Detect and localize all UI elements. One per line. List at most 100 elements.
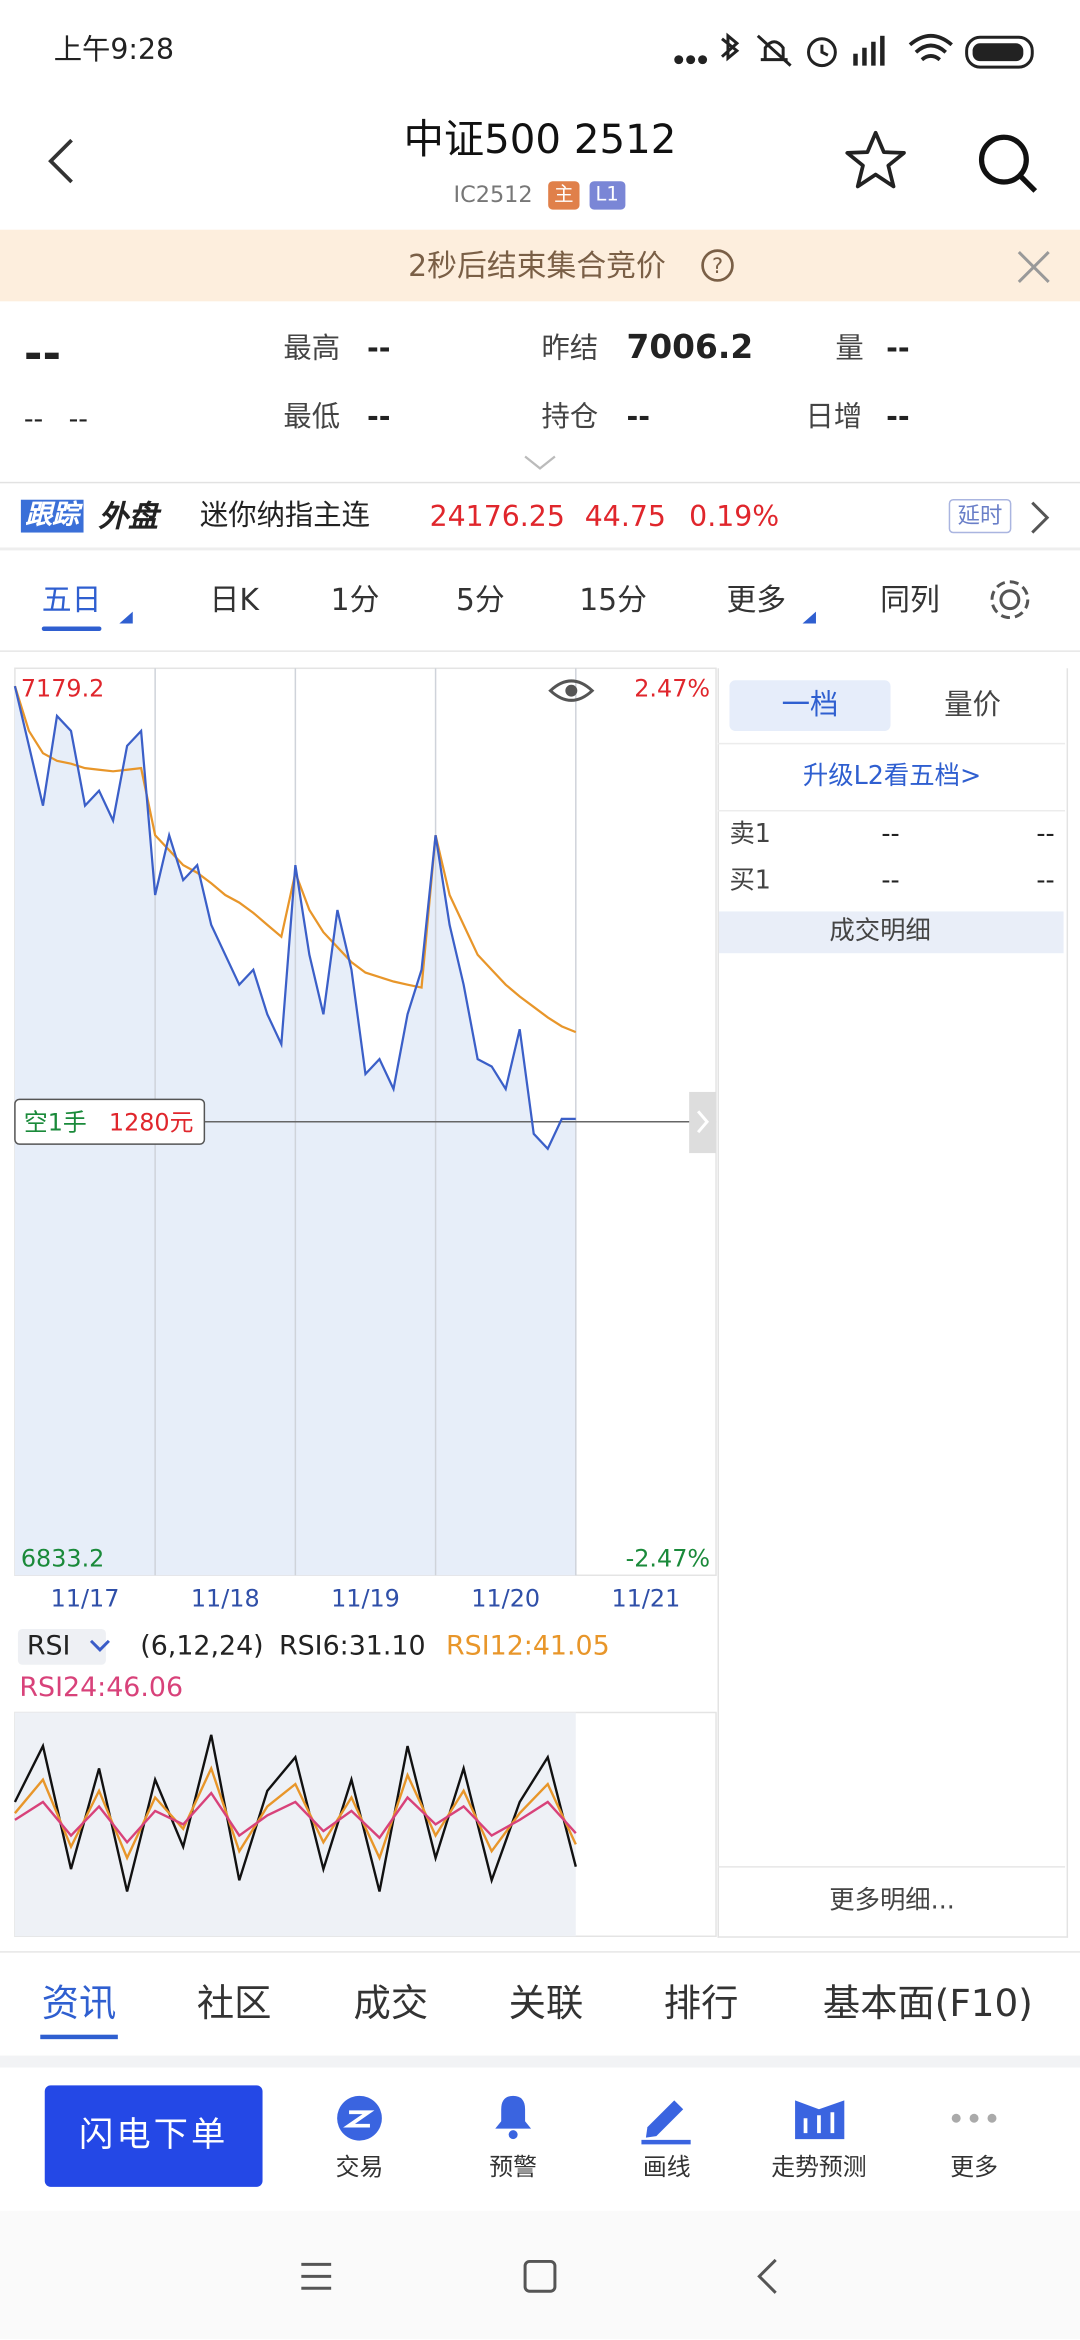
- field-value: --: [626, 400, 651, 434]
- divider: [0, 481, 1080, 484]
- detail-header-bg: [719, 911, 1064, 954]
- divider: [717, 809, 1066, 812]
- nav-icons: [301, 2258, 777, 2294]
- field-label: 最高: [283, 331, 341, 365]
- period-tab[interactable]: 五日: [41, 581, 102, 618]
- more-detail[interactable]: 更多明细...: [829, 1886, 955, 1917]
- chart: 7179.2 6833.2 2.47% -2.47% 空1手 1280元 11/17 11/1…: [13, 667, 717, 1937]
- position-value: 1280元: [109, 1109, 194, 1137]
- badge: 主: [548, 181, 580, 210]
- badge: L1: [589, 181, 625, 210]
- period-tab[interactable]: 同列: [880, 581, 940, 618]
- tab-active-bg: [729, 680, 891, 731]
- back-button[interactable]: [45, 137, 81, 185]
- bottom-tab[interactable]: 资讯: [41, 1981, 117, 2025]
- rsi-line: [14, 1765, 577, 1862]
- field-value: --: [886, 331, 910, 365]
- action-icons: [337, 2095, 997, 2145]
- close-notice[interactable]: [1017, 251, 1050, 284]
- field-value: --: [366, 400, 391, 434]
- notice-text: 2秒后结束集合竞价: [408, 247, 666, 284]
- row-volume: --: [1036, 865, 1055, 896]
- position-box: [14, 1098, 206, 1145]
- delay-badge: 延时: [948, 498, 1012, 534]
- bottom-tab[interactable]: 排行: [663, 1981, 739, 2025]
- period-tab[interactable]: 日K: [209, 581, 259, 618]
- bottom-tab[interactable]: 成交: [353, 1981, 429, 2025]
- settings-button[interactable]: [986, 576, 1034, 624]
- quick-order-label: 闪电下单: [79, 2115, 229, 2155]
- field-label: 昨结: [541, 331, 599, 365]
- field-value: 7006.2: [626, 329, 754, 367]
- bottom-tab[interactable]: 基本面(F10): [822, 1981, 1033, 2025]
- nav-bar: [0, 2210, 1080, 2340]
- search-button[interactable]: [976, 131, 1042, 197]
- bottom-tab[interactable]: 社区: [196, 1981, 272, 2025]
- notice-bar: [0, 229, 1080, 302]
- row-label: 买1: [729, 865, 771, 896]
- action-item[interactable]: 画线: [642, 2152, 691, 2181]
- field-label: 最低: [283, 400, 341, 434]
- x-date-label: 11/20: [471, 1585, 540, 1613]
- rsi-line: [14, 1791, 577, 1845]
- y-min-label: 6833.2: [21, 1544, 104, 1572]
- row-price: --: [881, 819, 900, 850]
- period-tab[interactable]: 15分: [579, 581, 647, 618]
- ticker-name: 迷你纳指主连: [199, 498, 370, 532]
- favorite-button[interactable]: [843, 128, 909, 194]
- status-icons: [674, 32, 1034, 69]
- divider: [0, 2055, 1080, 2068]
- panel-tab[interactable]: 量价: [944, 688, 1001, 722]
- rsi-line: [13, 1734, 577, 1892]
- y-max-label: 7179.2: [21, 675, 104, 703]
- action-item[interactable]: 预警: [489, 2152, 538, 2181]
- indicator-selector[interactable]: RSI: [17, 1628, 107, 1665]
- bottom-tab[interactable]: 关联: [508, 1981, 584, 2025]
- status-time: 上午9:28: [53, 33, 175, 67]
- scroll-tab: [689, 1091, 717, 1154]
- x-date-label: 11/19: [331, 1585, 400, 1613]
- period-tab[interactable]: 1分: [330, 581, 380, 618]
- rsi-params: (6,12,24): [140, 1630, 264, 1662]
- divider: [717, 1866, 1066, 1868]
- rsi-label: RSI12:41.05: [446, 1630, 610, 1662]
- dropdown-icon: [89, 1639, 110, 1652]
- field-label: 日增: [805, 400, 863, 434]
- field-label: 量: [835, 331, 864, 365]
- quick-order-button[interactable]: [44, 2085, 263, 2187]
- detail-title: 成交明细: [829, 916, 931, 947]
- x-date-label: 11/21: [612, 1585, 681, 1613]
- row-price: --: [881, 865, 900, 896]
- ticker-arrow[interactable]: [1029, 500, 1050, 536]
- help-icon[interactable]: ?: [701, 249, 734, 282]
- row-volume: --: [1036, 819, 1055, 850]
- panel-tab[interactable]: 一档: [781, 688, 839, 722]
- tab-decor: [41, 611, 816, 631]
- pct-min-label: -2.47%: [626, 1544, 710, 1572]
- order-panel: [717, 668, 1069, 1938]
- divider: [0, 547, 1080, 551]
- row-label: 卖1: [729, 819, 771, 850]
- period-tab[interactable]: 更多: [726, 581, 787, 618]
- ticker-price: 24176.25: [429, 500, 565, 534]
- change: --: [23, 404, 44, 436]
- action-item[interactable]: 更多: [950, 2152, 998, 2181]
- period-tab[interactable]: 5分: [455, 581, 505, 618]
- ticker-change-pct: 0.19%: [689, 500, 780, 534]
- expand-icon[interactable]: [522, 453, 558, 471]
- action-item[interactable]: 走势预测: [771, 2152, 867, 2181]
- pct-max-label: 2.47%: [634, 675, 710, 703]
- divider: [0, 1951, 1080, 1953]
- last-price: --: [23, 328, 62, 381]
- divider: [0, 650, 1080, 652]
- x-date-label: 11/17: [51, 1585, 120, 1613]
- price-line: [13, 685, 576, 1151]
- rsi-label: RSI24:46.06: [19, 1672, 184, 1704]
- ticker-tag: 跟踪: [20, 499, 84, 533]
- position-label: 空1手: [24, 1109, 87, 1137]
- action-item[interactable]: 交易: [335, 2152, 384, 2181]
- eye-pupil: [565, 684, 578, 697]
- upgrade-link[interactable]: 升级L2看五档>: [802, 761, 982, 792]
